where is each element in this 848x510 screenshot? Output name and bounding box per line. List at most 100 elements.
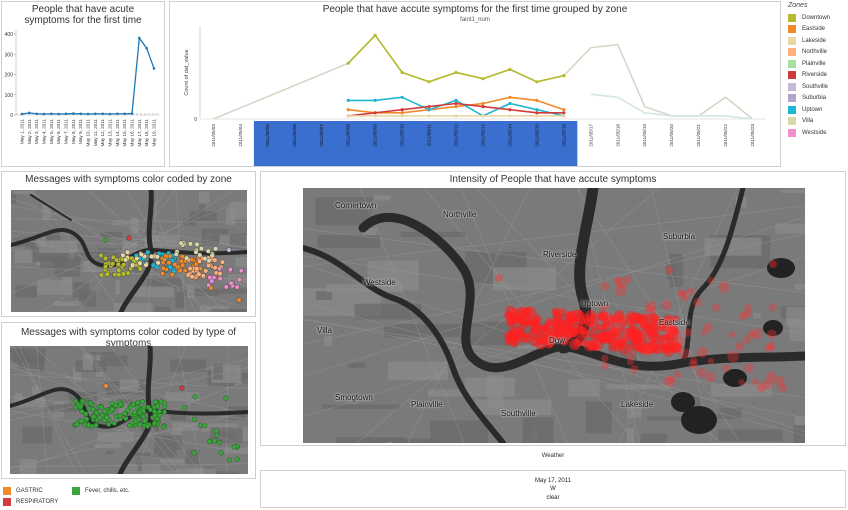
intensity-point bbox=[609, 315, 617, 323]
zone-message-point bbox=[205, 248, 211, 254]
intensity-point bbox=[651, 332, 662, 343]
symptom-message-point bbox=[141, 414, 147, 420]
zone-message-point bbox=[166, 260, 172, 266]
map-road bbox=[10, 358, 248, 416]
zone-message-point bbox=[173, 251, 179, 257]
intensity-map[interactable]: Cornertown Northville Riverside Suburbia… bbox=[303, 188, 805, 443]
data-point bbox=[400, 70, 404, 75]
zone-chart-panel: People that have accute symptoms for the… bbox=[169, 1, 781, 167]
legend-item-plainville[interactable]: Plainville bbox=[788, 58, 846, 69]
map-block bbox=[22, 426, 53, 444]
legend-item-uptown[interactable]: Uptown bbox=[788, 104, 846, 115]
data-point bbox=[346, 114, 350, 118]
data-point bbox=[535, 80, 539, 84]
map-road bbox=[32, 190, 122, 312]
y-axis-label: Count of dat_value bbox=[184, 49, 190, 95]
x-tick-label: May 10, 2011 bbox=[86, 119, 91, 147]
zone-message-point bbox=[220, 259, 226, 265]
zone-message-point bbox=[116, 267, 122, 273]
data-point bbox=[50, 112, 53, 116]
intensity-point bbox=[745, 303, 752, 311]
intensity-point bbox=[532, 326, 540, 334]
data-point bbox=[481, 105, 485, 109]
zone-chart[interactable]: Count of dat_value 0 2011/05/03 2011/05/04 2… bbox=[170, 16, 780, 166]
symptom-message-point bbox=[140, 407, 146, 413]
map-block bbox=[182, 219, 197, 226]
zone-message-point bbox=[98, 272, 104, 278]
symptom-message-point bbox=[78, 404, 84, 410]
zone-map[interactable] bbox=[11, 190, 247, 312]
zone-message-point bbox=[227, 267, 233, 273]
intensity-point bbox=[510, 327, 521, 338]
zone-message-point bbox=[160, 265, 166, 271]
zone-message-point bbox=[114, 257, 120, 263]
data-point bbox=[400, 114, 404, 118]
intensity-point bbox=[627, 332, 638, 343]
data-point bbox=[138, 36, 141, 40]
symptom-message-point bbox=[218, 450, 224, 456]
map-road bbox=[12, 346, 86, 474]
map-road bbox=[303, 255, 805, 334]
map-road bbox=[10, 411, 248, 469]
legend-item-lakeside[interactable]: Lakeside bbox=[788, 35, 846, 46]
intensity-point bbox=[766, 329, 777, 340]
symptom-message-point bbox=[192, 394, 198, 400]
intensity-point bbox=[566, 314, 576, 325]
map-block bbox=[40, 256, 67, 270]
intensity-point bbox=[727, 350, 739, 363]
map-block bbox=[215, 471, 239, 474]
map-lake bbox=[671, 392, 695, 412]
background-series-line bbox=[213, 62, 349, 120]
legend-item-suburbia[interactable]: Suburbia bbox=[788, 93, 846, 104]
intensity-point bbox=[645, 301, 657, 312]
intensity-map-panel: Intensity of People that have accute sym… bbox=[260, 171, 846, 446]
x-tick-label: May 6, 2011 bbox=[56, 119, 61, 144]
symptom-map-title: Messages with symptoms color coded by ty… bbox=[20, 327, 237, 349]
map-block bbox=[786, 307, 805, 327]
symptom-message-point bbox=[94, 410, 100, 416]
x-tick-label: 2011/05/06 bbox=[292, 124, 297, 147]
legend-item-riverside[interactable]: Riverside bbox=[788, 70, 846, 81]
map-block bbox=[72, 282, 89, 299]
data-point bbox=[508, 95, 512, 99]
zone-message-point bbox=[194, 241, 200, 247]
intensity-point bbox=[688, 360, 698, 370]
weather-wind: W bbox=[550, 486, 556, 492]
data-point bbox=[79, 112, 82, 116]
intensity-point bbox=[718, 281, 731, 293]
symptom-message-point bbox=[118, 401, 124, 407]
map-block bbox=[170, 359, 207, 372]
symptom-map[interactable] bbox=[10, 346, 248, 474]
map-block bbox=[586, 401, 612, 434]
legend-item-westside[interactable]: Westside bbox=[788, 127, 846, 138]
zone-message-point bbox=[120, 271, 126, 277]
acute-symptoms-chart: 0 100 200 300 400 May 1, 2011 May 2, 2011 May 3… bbox=[5, 30, 160, 147]
map-label-southville: Southville bbox=[501, 409, 536, 418]
legend-item-downtown[interactable]: Downtown bbox=[788, 12, 846, 23]
map-lake bbox=[767, 258, 795, 278]
legend-label: Downtown bbox=[802, 14, 831, 21]
intensity-point bbox=[666, 375, 675, 384]
legend-item-eastside[interactable]: Eastside bbox=[788, 24, 846, 35]
intensity-point bbox=[597, 311, 607, 321]
legend-item-villa[interactable]: Villa bbox=[788, 116, 846, 127]
intensity-point bbox=[637, 319, 647, 329]
measure-label: faint1_num bbox=[460, 17, 490, 23]
legend-item-southville[interactable]: Southville bbox=[788, 81, 846, 92]
intensity-point bbox=[601, 311, 614, 323]
symptom-message-point bbox=[231, 444, 237, 450]
zone-message-point bbox=[125, 270, 131, 276]
map-block bbox=[136, 457, 142, 472]
symptom-message-point bbox=[126, 423, 132, 429]
intensity-point bbox=[526, 317, 534, 326]
legend-item-northville[interactable]: Northville bbox=[788, 47, 846, 58]
x-tick-label: May 13, 2011 bbox=[108, 119, 113, 147]
map-block bbox=[45, 404, 77, 412]
map-river bbox=[358, 212, 805, 373]
map-block bbox=[146, 470, 179, 474]
map-block bbox=[165, 392, 200, 402]
intensity-point bbox=[707, 357, 715, 365]
map-block bbox=[354, 303, 422, 320]
intensity-point bbox=[766, 371, 777, 382]
background-series-line bbox=[347, 34, 754, 120]
